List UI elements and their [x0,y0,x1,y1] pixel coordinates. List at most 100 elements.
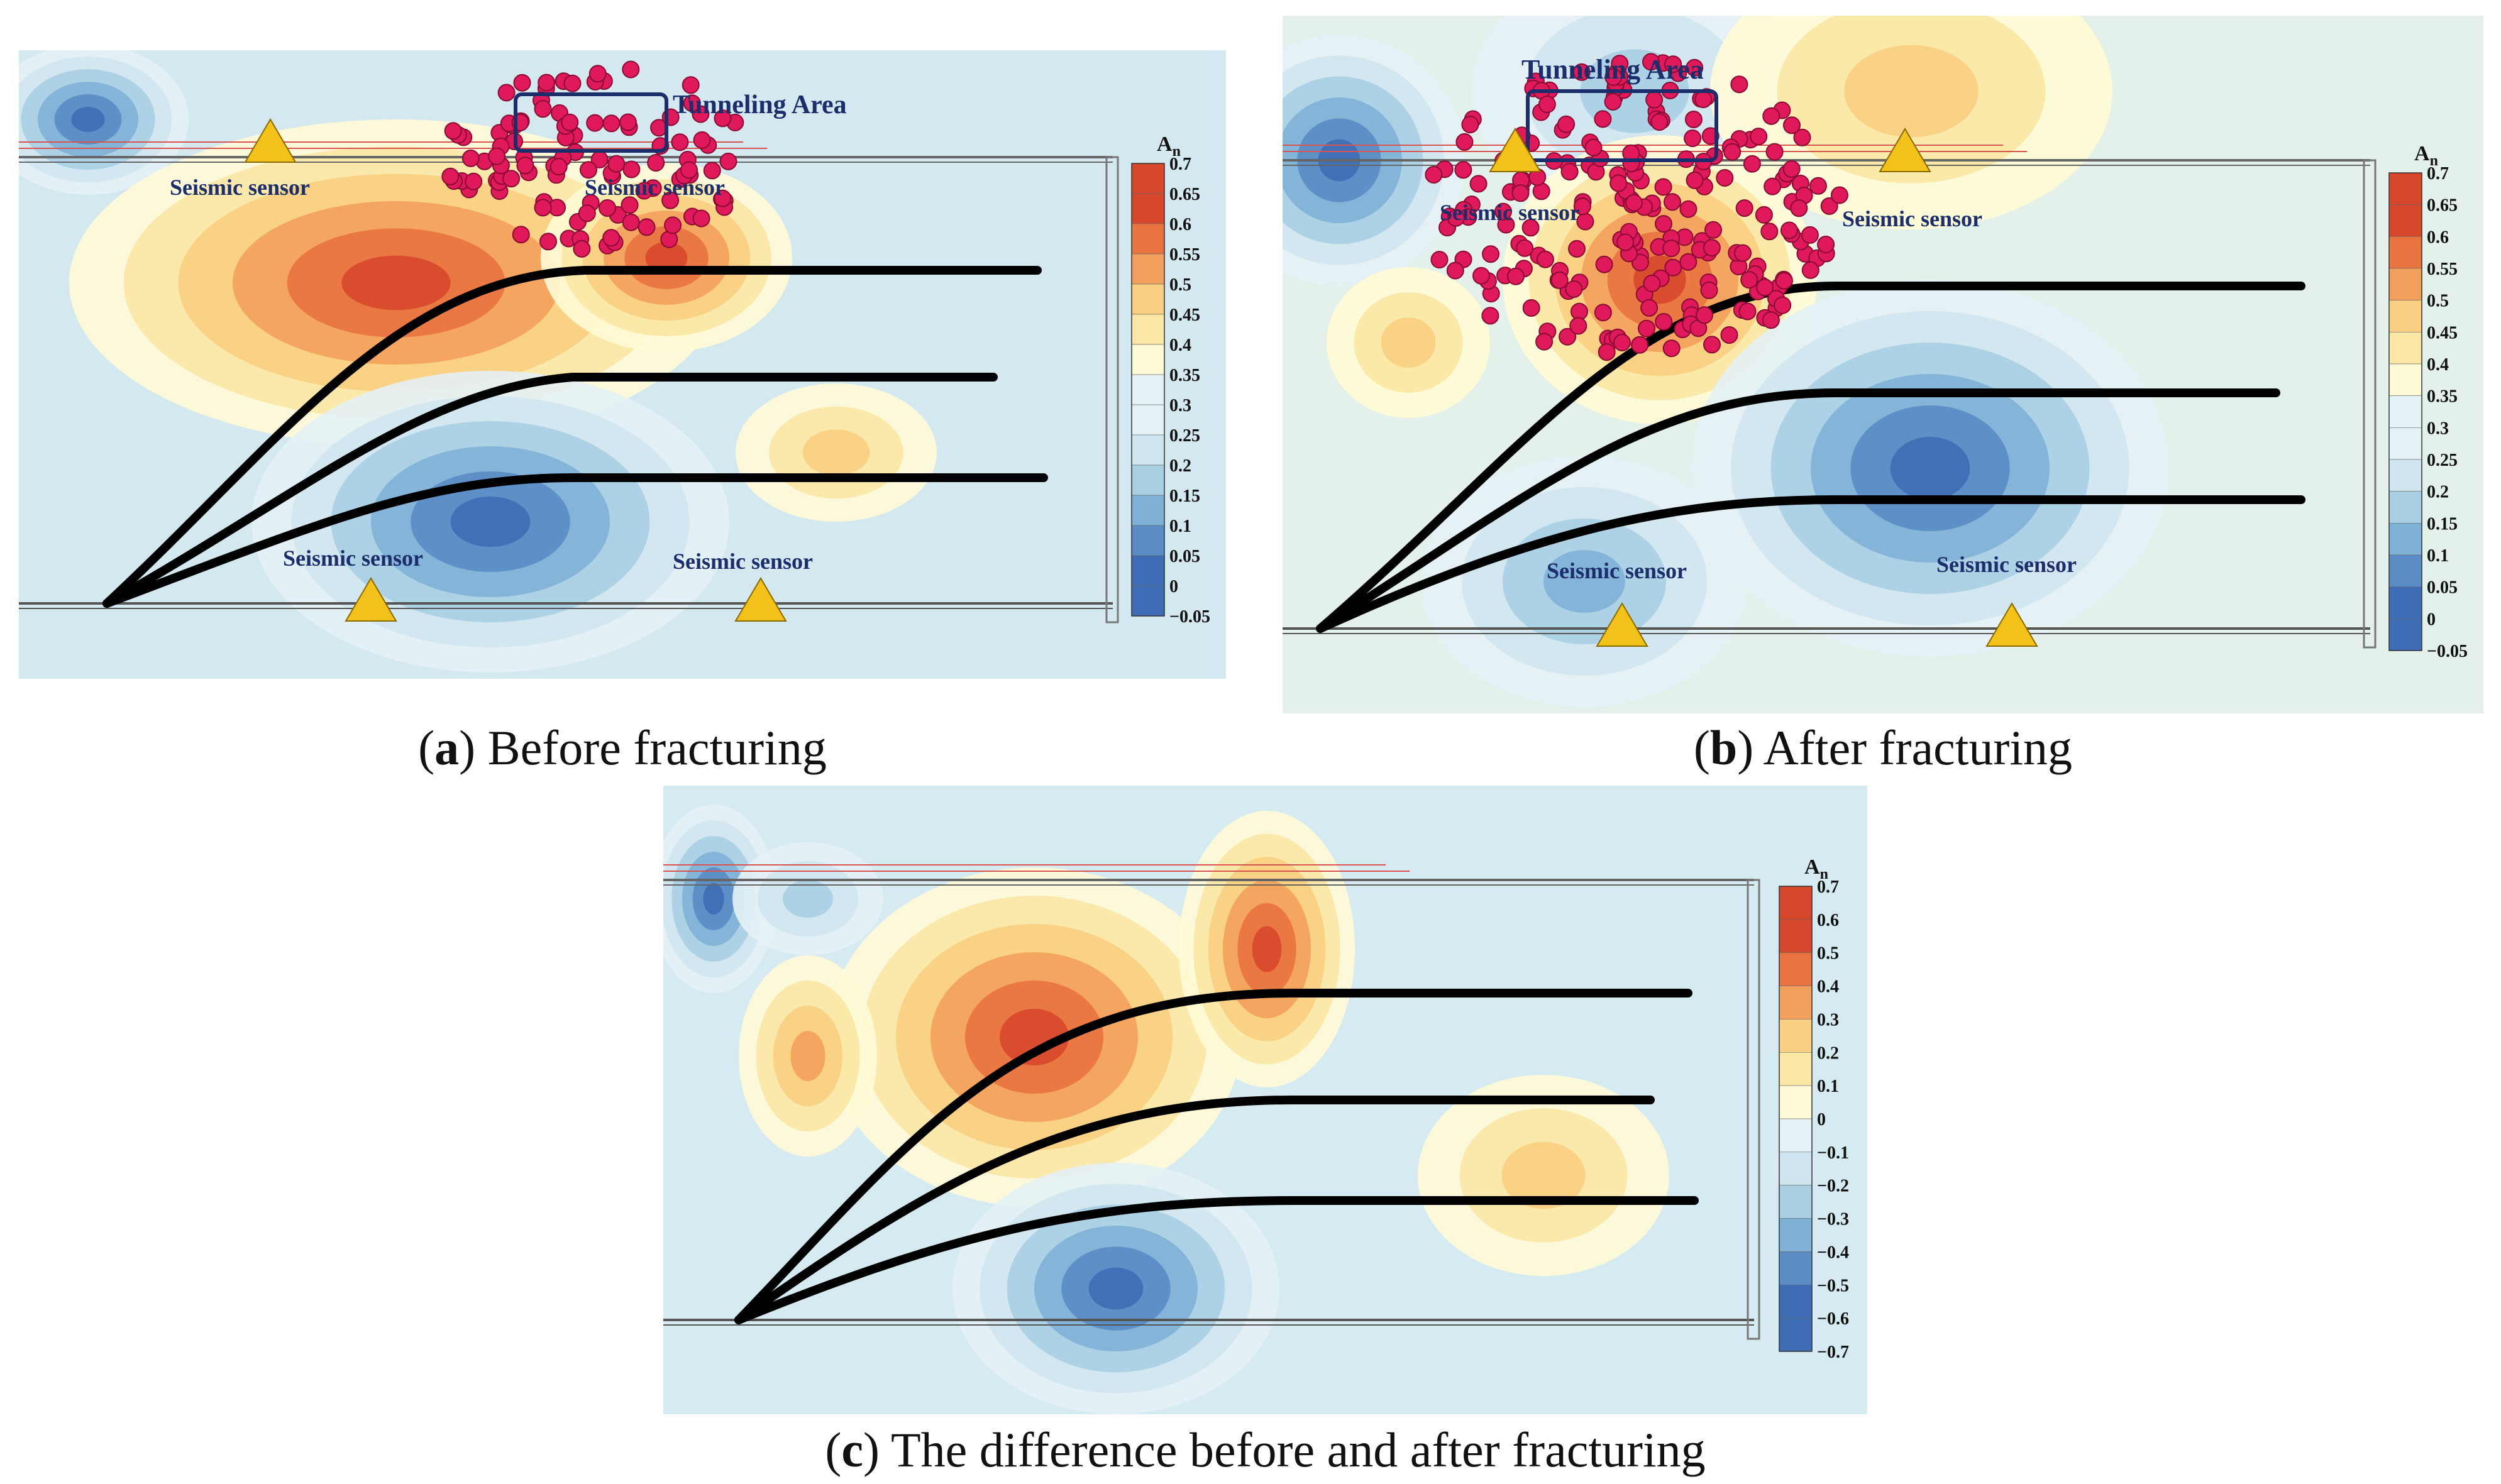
panel-a-cutoff-roadway [1105,156,1119,624]
panel-b-colorbar-tick-14: 0 [2427,610,2436,629]
panel-c-colorbar-swatch-9 [1779,1185,1813,1219]
panel-a-event-109 [534,199,552,217]
panel-b-event-221 [1522,299,1540,317]
panel-b-event-142 [1756,278,1774,297]
panel-b-event-83 [1684,129,1702,147]
panel-a-event-94 [488,147,506,165]
panel-b-event-68 [1594,304,1612,322]
panel-a: Tunneling Area Seismic sensor Seismic sens… [19,50,1226,679]
contour-map-b: Tunneling Area Seismic sensor Seismic sens… [1283,16,2483,713]
panel-a-event-108 [619,113,637,131]
panel-b-event-136 [1762,311,1780,329]
panel-a-colorbar-tick-3: 0.55 [1169,245,1200,265]
panel-a-event-12 [661,191,680,209]
contour-map-a: Tunneling Area Seismic sensor Seismic sens… [19,50,1226,679]
panel-b-event-194 [1760,223,1779,241]
panel-b-event-186 [1557,115,1576,133]
panel-a-blob-right-high-level-5 [645,242,688,273]
panel-b-colorbar-tick-10: 0.2 [2427,483,2449,502]
panel-b-colorbar-swatch-6 [2388,363,2422,396]
panel-b-colorbar-swatch-13 [2388,586,2422,619]
panel-b-colorbar-swatch-3 [2388,268,2422,300]
panel-a-blob-topleft-low-level-5 [71,107,105,132]
panel-b-event-13 [1793,128,1811,146]
panel-c-colorbar-swatch-6 [1779,1085,1813,1119]
panel-c-colorbar-tick-2: 0.5 [1817,944,1839,964]
panel-b-event-197 [1735,199,1753,217]
panel-a-event-19 [664,216,682,234]
panel-b-colorbar-tick-15: −0.05 [2427,642,2468,661]
panel-a-event-105 [602,229,621,247]
panel-c-colorbar-swatch-11 [1779,1251,1813,1285]
panel-b-event-172 [1446,261,1464,280]
panel-b-event-92 [1704,221,1722,239]
panel-a-blob-bottom-low-level-5 [450,497,531,547]
panel-b-event-229 [1817,236,1835,253]
panel-a-colorbar-swatch-5 [1131,314,1165,345]
panel-b-event-190 [1455,133,1474,151]
panel-b-event-202 [1598,343,1616,361]
panel-b-event-217 [1584,138,1603,157]
panel-a-colorbar-tick-1: 0.65 [1169,185,1200,204]
panel-a-event-106 [539,233,557,251]
panel-a-colorbar-frame [1131,163,1165,617]
panel-a-event-87 [622,60,640,79]
panel-a-event-72 [563,74,582,92]
panel-b-event-103 [1568,239,1586,258]
panel-b-event-55 [1730,75,1748,94]
panel-a-colorbar-tick-14: 0 [1169,577,1178,596]
caption-c-letter: c [841,1422,863,1477]
panel-b-colorbar-tick-8: 0.3 [2427,419,2449,438]
panel-b-event-101 [1703,336,1721,354]
panel-b-event-57 [1655,215,1672,233]
panel-c-blob-bottom-low-level-5 [1088,1267,1144,1310]
panel-a-sensor-label-bottom-left: Seismic sensor [283,546,423,571]
panel-c-colorbar-tick-10: −0.3 [1817,1210,1849,1229]
panel-a-event-26 [635,182,653,200]
panel-c-colorbar-swatch-4 [1779,1019,1813,1053]
panel-b-colorbar-tick-6: 0.4 [2427,355,2449,375]
panel-b-event-227 [1535,333,1554,351]
panel-b-event-214 [1613,334,1631,351]
panel-a-event-78 [502,170,521,188]
panel-b-colorbar-swatch-9 [2388,459,2422,492]
caption-a: (a) Before fracturing [418,720,827,775]
caption-a-text: Before fracturing [475,720,827,775]
panel-b-event-183 [1481,307,1499,325]
panel-c-colorbar-swatch-7 [1779,1118,1813,1153]
panel-b-event-23 [1765,143,1784,161]
panel-b-blob-bottom-low-level-5 [1890,437,1970,500]
panel-b-event-185 [1703,239,1721,257]
panel-c: 0.7 0.6 0.5 0.4 0.3 0.2 0.1 0 −0.1 −0.2 −0.3 −0.4 −0… [663,786,1867,1414]
panel-a-tunneling-label: Tunneling Area [673,91,847,119]
panel-a-event-30 [671,133,689,151]
panel-b-sensor-top-left [1489,128,1542,172]
panel-a-event-74 [714,189,732,207]
panel-b-event-167 [1764,177,1782,195]
panel-b-event-132 [1790,199,1808,217]
panel-b-events [1425,53,1848,361]
panel-a-colorbar-swatch-2 [1131,223,1165,255]
panel-b-event-18 [1536,250,1554,268]
panel-b-colorbar-tick-9: 0.25 [2427,451,2458,470]
panel-a-blob-right-mid-level-2 [802,429,870,476]
panel-b-event-128 [1775,272,1793,290]
panel-b-well-2 [1316,388,2280,633]
panel-b-colorbar-swatch-8 [2388,427,2422,460]
panel-b-event-196 [1643,274,1661,292]
panel-a-colorbar-swatch-9 [1131,434,1165,466]
panel-a-tunneling-box [514,92,668,153]
panel-c-colorbar-swatch-12 [1779,1284,1813,1319]
panel-a-blob-center-high-level-5 [341,255,451,311]
panel-b-event-81 [1560,163,1579,181]
panel-a-event-54 [513,74,531,92]
panel-b-blob-top-right-mid-level-2 [1844,45,1979,138]
panel-b-event-188 [1472,267,1490,285]
panel-b-event-66 [1482,245,1499,263]
panel-a-sensor-bottom-left [345,577,397,622]
panel-a-colorbar-tick-11: 0.15 [1169,486,1200,506]
panel-b-colorbar-tick-4: 0.5 [2427,292,2449,311]
panel-b: Tunneling Area Seismic sensor Seismic sens… [1283,16,2483,713]
panel-b-colorbar-swatch-2 [2388,236,2422,269]
panel-b-tunneling-label: Tunneling Area [1521,54,1704,85]
